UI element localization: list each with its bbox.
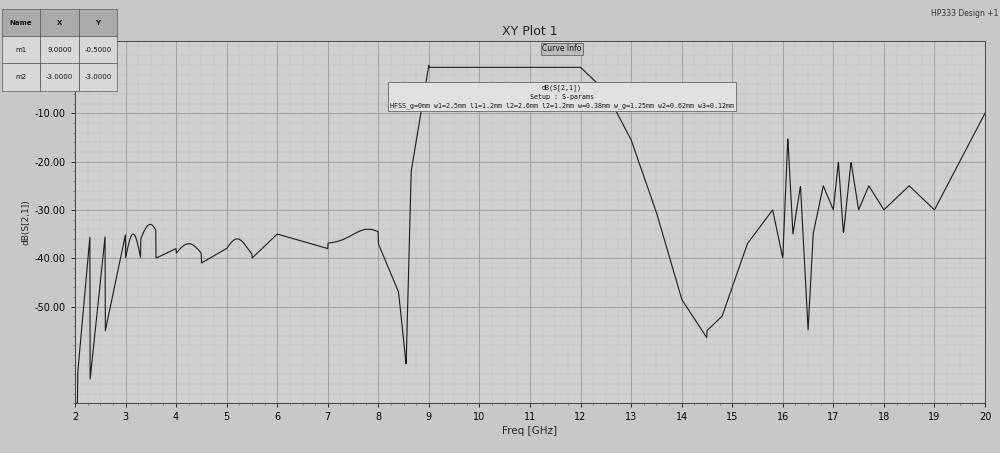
Title: XY Plot 1: XY Plot 1 xyxy=(502,25,558,38)
X-axis label: Freq [GHz]: Freq [GHz] xyxy=(502,426,558,436)
Text: dB(S[2,1])
Setup : S-params
HFSS_g=0mm w1=2.5mm l1=1.2mm l2=2.6mm l2=1.2mm w=0.3: dB(S[2,1]) Setup : S-params HFSS_g=0mm w… xyxy=(390,84,734,109)
Text: HP333 Design +1: HP333 Design +1 xyxy=(931,9,998,18)
Text: Curve Info: Curve Info xyxy=(542,44,582,53)
Y-axis label: dB(S[2,1]): dB(S[2,1]) xyxy=(22,199,31,245)
